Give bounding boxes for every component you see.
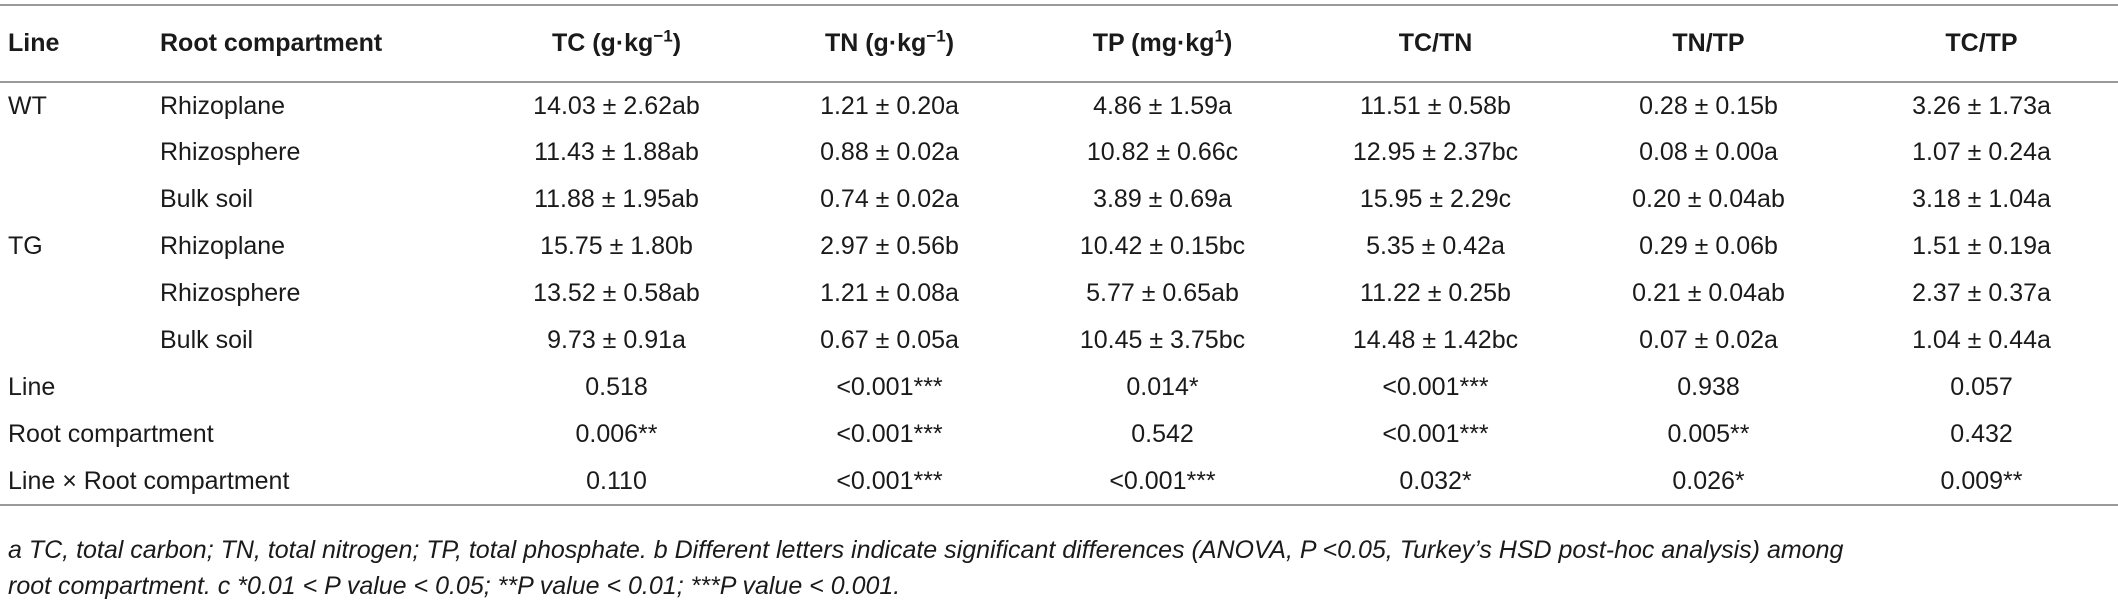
cell-tc-tp: 3.18 ± 1.04a bbox=[1912, 185, 2051, 213]
cell-line: TG bbox=[8, 232, 43, 260]
cell-tc-tn: 5.35 ± 0.42a bbox=[1366, 232, 1505, 260]
header-tc: TC (g·kg−1) bbox=[480, 4, 753, 83]
stats-label: Line × Root compartment bbox=[0, 458, 480, 506]
cell-tn-tp: 0.07 ± 0.02a bbox=[1639, 326, 1778, 354]
cell-tc-tp: 1.07 ± 0.24a bbox=[1912, 138, 2051, 166]
stats-tc: 0.110 bbox=[480, 458, 753, 506]
table-footnote: a TC, total carbon; TN, total nitrogen; … bbox=[8, 532, 2108, 604]
stats-tn: <0.001*** bbox=[836, 373, 943, 401]
header-tc-tn: TC/TN bbox=[1299, 4, 1572, 83]
header-tc-tp: TC/TP bbox=[1845, 4, 2118, 83]
cell-tp: 3.89 ± 0.69a bbox=[1093, 185, 1232, 213]
footnote-line-2: root compartment. c *0.01 < P value < 0.… bbox=[8, 572, 901, 600]
table-row: TG Rhizoplane 15.75 ± 1.80b 2.97 ± 0.56b… bbox=[0, 223, 2118, 270]
cell-compartment: Rhizoplane bbox=[160, 232, 286, 260]
cell-line: WT bbox=[8, 91, 47, 120]
stats-tn-tp: 0.005** bbox=[1667, 420, 1750, 448]
cell-tc: 9.73 ± 0.91a bbox=[547, 326, 686, 354]
stats-tp: 0.542 bbox=[1131, 420, 1194, 448]
cell-tc-tn: 11.22 ± 0.25b bbox=[1360, 279, 1511, 307]
stats-tc-tp: 0.432 bbox=[1950, 420, 2013, 448]
cell-tn: 1.21 ± 0.20a bbox=[820, 91, 959, 120]
cell-tp: 10.42 ± 0.15bc bbox=[1079, 232, 1246, 260]
cell-tn: 0.88 ± 0.02a bbox=[820, 138, 959, 166]
stats-tn-tp: 0.938 bbox=[1677, 373, 1740, 401]
stats-row: Line 0.518 <0.001*** 0.014* <0.001*** 0.… bbox=[0, 364, 2118, 411]
stats-tc-tn: <0.001*** bbox=[1382, 420, 1489, 448]
cell-line bbox=[0, 270, 160, 317]
table-row: Bulk soil 11.88 ± 1.95ab 0.74 ± 0.02a 3.… bbox=[0, 176, 2118, 223]
cell-tc-tp: 2.37 ± 0.37a bbox=[1912, 279, 2051, 307]
stats-tp: <0.001*** bbox=[1026, 458, 1299, 506]
footnote-line-1: a TC, total carbon; TN, total nitrogen; … bbox=[8, 536, 1844, 564]
cell-compartment: Rhizosphere bbox=[160, 279, 301, 307]
cell-tc-tp: 3.26 ± 1.73a bbox=[1912, 91, 2051, 120]
header-line: Line bbox=[0, 4, 160, 83]
cell-compartment: Bulk soil bbox=[160, 185, 254, 213]
cell-tc-tn: 11.51 ± 0.58b bbox=[1360, 91, 1511, 120]
cell-tn-tp: 0.20 ± 0.04ab bbox=[1632, 185, 1785, 213]
stats-label: Root compartment bbox=[8, 420, 214, 448]
cell-tn: 1.21 ± 0.08a bbox=[820, 279, 959, 307]
header-row: Line Root compartment TC (g·kg−1) TN (g·… bbox=[0, 4, 2118, 83]
stats-tn: <0.001*** bbox=[753, 458, 1026, 506]
table-row: Rhizosphere 11.43 ± 1.88ab 0.88 ± 0.02a … bbox=[0, 129, 2118, 176]
cell-tp: 10.82 ± 0.66c bbox=[1086, 138, 1239, 166]
table-row: Rhizosphere 13.52 ± 0.58ab 1.21 ± 0.08a … bbox=[0, 270, 2118, 317]
header-tp: TP (mg·kg1) bbox=[1026, 4, 1299, 83]
header-root-compartment: Root compartment bbox=[160, 4, 480, 83]
cell-line bbox=[0, 317, 160, 364]
cell-line bbox=[0, 129, 160, 176]
stats-tc-tn: 0.032* bbox=[1299, 458, 1572, 506]
stats-tc-tp: 0.057 bbox=[1950, 373, 2013, 401]
cell-tc: 11.88 ± 1.95ab bbox=[534, 185, 699, 213]
cell-tc: 13.52 ± 0.58ab bbox=[533, 279, 700, 307]
cell-tn-tp: 0.21 ± 0.04ab bbox=[1632, 279, 1785, 307]
cell-tc-tn: 14.48 ± 1.42bc bbox=[1352, 326, 1519, 354]
stats-tc-tn: <0.001*** bbox=[1382, 373, 1489, 401]
stats-tn-tp: 0.026* bbox=[1572, 458, 1845, 506]
stats-tc: 0.518 bbox=[585, 373, 648, 401]
cell-compartment: Rhizoplane bbox=[160, 91, 286, 120]
cell-tc-tp: 1.04 ± 0.44a bbox=[1912, 326, 2051, 354]
cell-tc: 11.43 ± 1.88ab bbox=[534, 138, 699, 166]
cell-line bbox=[0, 176, 160, 223]
data-table: Line Root compartment TC (g·kg−1) TN (g·… bbox=[0, 4, 2118, 506]
cell-compartment: Bulk soil bbox=[160, 326, 254, 354]
header-tn: TN (g·kg−1) bbox=[753, 4, 1026, 83]
cell-tc-tn: 12.95 ± 2.37bc bbox=[1352, 138, 1519, 166]
stats-tc-tp: 0.009** bbox=[1845, 458, 2118, 506]
cell-tp: 4.86 ± 1.59a bbox=[1093, 91, 1232, 120]
cell-tp: 10.45 ± 3.75bc bbox=[1079, 326, 1246, 354]
stats-row: Line × Root compartment 0.110 <0.001*** … bbox=[0, 458, 2118, 506]
cell-tn-tp: 0.08 ± 0.00a bbox=[1639, 138, 1778, 166]
table-row: WT Rhizoplane 14.03 ± 2.62ab 1.21 ± 0.20… bbox=[0, 82, 2118, 129]
cell-compartment: Rhizosphere bbox=[160, 138, 301, 166]
cell-tc: 15.75 ± 1.80b bbox=[540, 232, 693, 260]
cell-tc: 14.03 ± 2.62ab bbox=[533, 91, 700, 120]
cell-tc-tn: 15.95 ± 2.29c bbox=[1359, 185, 1512, 213]
cell-tn: 0.74 ± 0.02a bbox=[820, 185, 959, 213]
cell-tp: 5.77 ± 0.65ab bbox=[1086, 279, 1239, 307]
stats-tc: 0.006** bbox=[575, 420, 658, 448]
cell-tn: 2.97 ± 0.56b bbox=[820, 232, 959, 260]
stats-row: Root compartment 0.006** <0.001*** 0.542… bbox=[0, 411, 2118, 458]
cell-tn: 0.67 ± 0.05a bbox=[820, 326, 959, 354]
stats-tp: 0.014* bbox=[1126, 373, 1199, 401]
table-row: Bulk soil 9.73 ± 0.91a 0.67 ± 0.05a 10.4… bbox=[0, 317, 2118, 364]
cell-tn-tp: 0.29 ± 0.06b bbox=[1639, 232, 1778, 260]
stats-label: Line bbox=[8, 373, 56, 401]
header-tn-tp: TN/TP bbox=[1572, 4, 1845, 83]
cell-tc-tp: 1.51 ± 0.19a bbox=[1912, 232, 2051, 260]
stats-tn: <0.001*** bbox=[836, 420, 943, 448]
cell-tn-tp: 0.28 ± 0.15b bbox=[1639, 91, 1778, 120]
